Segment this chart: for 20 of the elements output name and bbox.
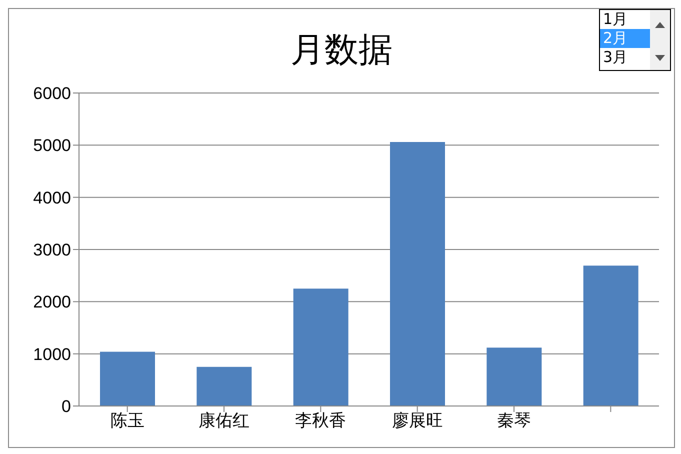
list-box: 1月 2月 3月 <box>599 9 671 71</box>
y-tick-label: 3000 <box>33 240 71 260</box>
x-tick-label: 李秋香 <box>295 411 346 432</box>
y-tick-label: 1000 <box>33 344 71 364</box>
y-tick-label: 0 <box>62 397 71 416</box>
y-tick-label: 5000 <box>33 136 71 156</box>
x-tick-label: 陈玉 <box>110 411 144 432</box>
bar <box>100 352 155 406</box>
x-tick-label: 康佑红 <box>198 411 250 432</box>
bar <box>390 142 445 406</box>
chart-title: 月数据 <box>290 30 392 70</box>
y-tick-label: 4000 <box>33 188 71 208</box>
bar <box>293 288 348 406</box>
x-tick-label: 秦琴 <box>497 411 531 432</box>
x-tick-label: 廖展旺 <box>392 411 443 432</box>
bar <box>583 266 638 406</box>
bar <box>486 348 542 406</box>
y-tick-label: 6000 <box>33 84 71 104</box>
bar <box>196 366 252 406</box>
y-tick-label: 2000 <box>33 292 71 312</box>
